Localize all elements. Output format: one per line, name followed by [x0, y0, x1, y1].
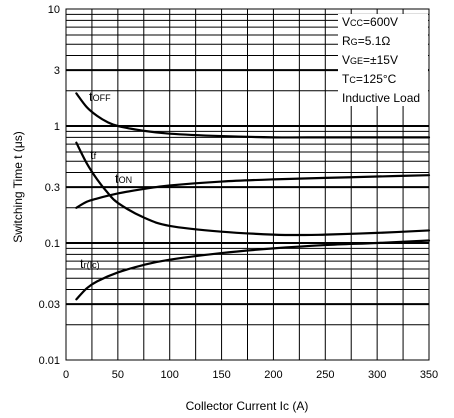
y-tick-label: 0.03 — [39, 299, 60, 311]
y-tick-label: 10 — [48, 4, 60, 16]
y-tick-label: 0.1 — [45, 238, 60, 250]
label-toff: tOFF — [89, 89, 111, 104]
condition-rg: RG=5.1Ω — [342, 34, 390, 48]
x-tick-label: 300 — [368, 369, 386, 381]
x-axis-title: Collector Current Ic (A) — [186, 399, 309, 413]
series-line-tric — [75, 239, 431, 301]
curve-labels: tOFF tf tON tr(Ic) — [80, 89, 132, 271]
x-tick-label: 50 — [112, 369, 124, 381]
series-line-tf — [75, 141, 431, 237]
condition-vge: VGE=±15V — [342, 53, 398, 67]
series-line-toff — [75, 92, 431, 139]
label-tf: tf — [90, 147, 97, 162]
tick-labels: 0 50 100 150 200 250 300 350 10 3 1 0.3 0.1 0.03 0.01 — [39, 4, 439, 381]
y-axis-title: Switching Time t (μs) — [11, 131, 25, 243]
conditions-box — [338, 14, 428, 106]
plot-frame — [65, 8, 430, 361]
y-tick-label: 0.3 — [45, 182, 60, 194]
x-tick-label: 150 — [212, 369, 230, 381]
x-tick-label: 250 — [316, 369, 334, 381]
condition-vcc: VCC=600V — [342, 15, 398, 29]
series-line-ton — [75, 174, 431, 209]
condition-tc: TC=125°C — [342, 72, 397, 86]
y-tick-label: 0.01 — [39, 355, 60, 367]
y-tick-label: 1 — [54, 121, 60, 133]
x-tick-label: 100 — [161, 369, 179, 381]
condition-load: Inductive Load — [342, 91, 420, 105]
label-ton: tON — [115, 171, 132, 186]
x-tick-label: 0 — [63, 369, 69, 381]
label-tric: tr(Ic) — [80, 256, 100, 271]
conditions-annotation: VCC=600V RG=5.1Ω VGE=±15V TC=125°C Induc… — [342, 15, 420, 105]
x-tick-label: 200 — [264, 369, 282, 381]
series-curves — [75, 92, 431, 301]
y-tick-label: 3 — [54, 65, 60, 77]
x-tick-label: 350 — [420, 369, 438, 381]
